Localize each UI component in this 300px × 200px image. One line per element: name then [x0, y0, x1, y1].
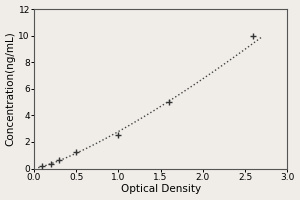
- Y-axis label: Concentration(ng/mL): Concentration(ng/mL): [6, 31, 16, 146]
- X-axis label: Optical Density: Optical Density: [121, 184, 201, 194]
